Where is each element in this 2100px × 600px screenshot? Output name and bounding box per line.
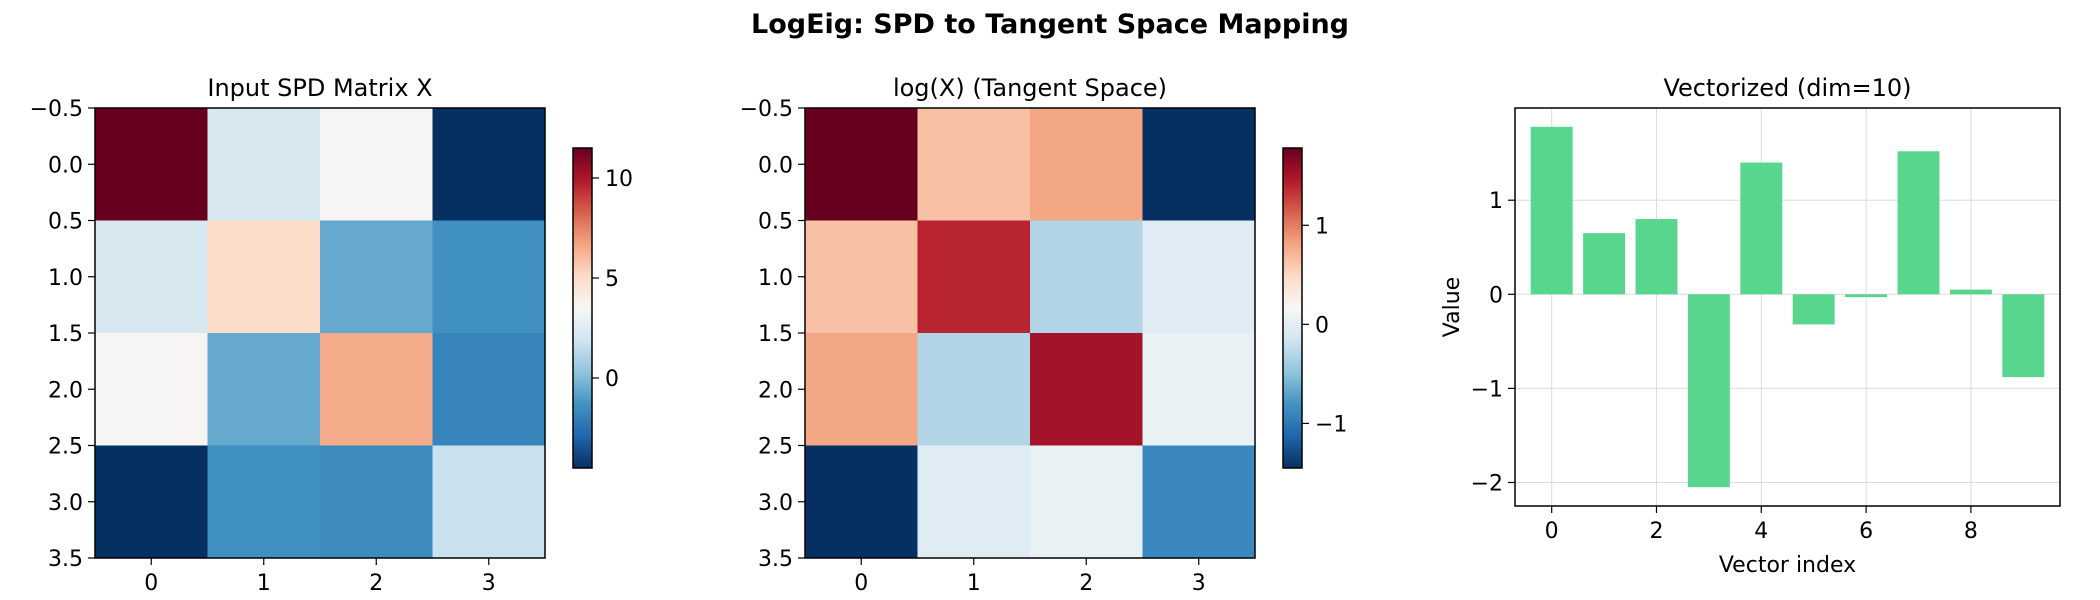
heatmap-cell-r3-c1 [917, 445, 1031, 559]
heatmap-cell-r2-c2 [320, 333, 433, 446]
y-tick-label: 3.0 [48, 491, 83, 516]
y-tick-label: 0.0 [48, 153, 83, 178]
heatmap-cell-r2-c3 [432, 333, 546, 446]
heatmap-cell-r0-c2 [1030, 108, 1143, 221]
colorbar-tick-label: 1 [1315, 214, 1329, 239]
x-tick-label: 0 [854, 571, 868, 596]
y-tick-label: −1 [1471, 377, 1503, 402]
y-tick-label: −0.5 [740, 97, 793, 122]
heatmap-cell-r0-c3 [1142, 108, 1256, 221]
heatmap-cell-r0-c0 [805, 108, 918, 221]
panel-title: log(X) (Tangent Space) [893, 74, 1167, 102]
heatmap-cell-r3-c2 [1030, 445, 1143, 559]
x-tick-label: 3 [482, 571, 496, 596]
colorbar-tick-label: 10 [605, 167, 633, 192]
heatmap-cell-r1-c1 [917, 220, 1031, 334]
y-tick-label: −2 [1471, 471, 1503, 496]
colorbar-tick-label: −1 [1315, 412, 1347, 437]
bar-8 [1949, 289, 1992, 295]
bar-9 [2002, 294, 2045, 378]
y-tick-label: 2.0 [758, 378, 793, 403]
heatmap-cell-r3-c1 [207, 445, 321, 559]
heatmap-cell-r0-c1 [207, 108, 321, 221]
y-tick-label: −0.5 [30, 97, 83, 122]
heatmap-cell-r2-c0 [95, 333, 208, 446]
x-axis-label: Vector index [1719, 553, 1856, 578]
y-tick-label: 1 [1489, 189, 1503, 214]
heatmap-cell-r2-c1 [917, 333, 1031, 446]
heatmap-cell-r1-c3 [432, 220, 546, 334]
heatmap-cell-r2-c3 [1142, 333, 1256, 446]
y-tick-label: 1.0 [48, 266, 83, 291]
heatmap-cell-r3-c0 [805, 445, 918, 559]
y-tick-label: 1.5 [48, 322, 83, 347]
heatmap-panel-2: log(X) (Tangent Space) 0 1 2 3 −0.5 0.0 0.5 1.0 1… [740, 74, 1348, 596]
bar-0 [1530, 126, 1573, 295]
heatmap-cell-r3-c2 [320, 445, 433, 559]
bar-6 [1845, 294, 1888, 298]
heatmap-cell-r1-c2 [320, 220, 433, 334]
y-tick-label: 2.5 [758, 435, 793, 460]
heatmap-cell-r3-c0 [95, 445, 208, 559]
heatmap-cell-r3-c3 [432, 445, 546, 559]
bar-5 [1792, 294, 1835, 325]
colorbar-frame [1282, 147, 1303, 469]
plot-frame [1514, 107, 2061, 507]
colorbar-tick-label: 5 [605, 267, 619, 292]
y-tick-label: 0.5 [48, 210, 83, 235]
colorbar [1283, 148, 1302, 468]
x-tick-label: 1 [967, 571, 981, 596]
bar-4 [1740, 162, 1783, 295]
x-tick-label: 1 [257, 571, 271, 596]
heatmap-panel-1: Input SPD Matrix X 0 1 2 3 −0.5 0.0 0.5 1.0 1.5 2.… [30, 74, 633, 596]
heatmap-cell-r0-c0 [95, 108, 208, 221]
y-tick-label: 2.0 [48, 378, 83, 403]
colorbar-tick-label: 0 [605, 367, 619, 392]
x-tick-label: 0 [144, 571, 158, 596]
panel-title: Input SPD Matrix X [207, 74, 432, 102]
heatmap-cell-r1-c0 [805, 220, 918, 334]
x-tick-label: 2 [369, 571, 383, 596]
x-tick-label: 2 [1649, 519, 1663, 544]
heatmap-cell-r0-c3 [432, 108, 546, 221]
y-tick-label: 3.5 [758, 547, 793, 572]
y-tick-label: 0.5 [758, 210, 793, 235]
heatmap-cell-r1-c3 [1142, 220, 1256, 334]
x-tick-label: 8 [1964, 519, 1978, 544]
colorbar-tick-label: 0 [1315, 313, 1329, 338]
x-tick-label: 6 [1859, 519, 1873, 544]
heatmap-cell-r2-c2 [1030, 333, 1143, 446]
y-axis-label: Value [1440, 277, 1465, 337]
y-tick-label: 3.0 [758, 491, 793, 516]
heatmap-cell-r0-c1 [917, 108, 1031, 221]
x-tick-label: 0 [1545, 519, 1559, 544]
heatmap-cell-r2-c0 [805, 333, 918, 446]
heatmap-cell-r0-c2 [320, 108, 433, 221]
heatmap-cell-r3-c3 [1142, 445, 1256, 559]
y-tick-label: 0.0 [758, 153, 793, 178]
y-tick-label: 0 [1489, 283, 1503, 308]
bar-7 [1897, 151, 1940, 295]
heatmap-cell-r1-c0 [95, 220, 208, 334]
colorbar-frame [572, 147, 593, 469]
x-tick-label: 3 [1192, 571, 1206, 596]
bar-2 [1635, 219, 1678, 295]
colorbar [573, 148, 592, 468]
y-tick-label: 1.0 [758, 266, 793, 291]
figure-title: LogEig: SPD to Tangent Space Mapping [751, 9, 1349, 40]
panel-title: Vectorized (dim=10) [1663, 74, 1911, 102]
y-tick-label: 2.5 [48, 435, 83, 460]
heatmap-cell-r2-c1 [207, 333, 321, 446]
heatmap-cell-r1-c1 [207, 220, 321, 334]
x-tick-label: 2 [1079, 571, 1093, 596]
y-tick-label: 3.5 [48, 547, 83, 572]
heatmap-cell-r1-c2 [1030, 220, 1143, 334]
bar-3 [1687, 294, 1730, 488]
y-tick-label: 1.5 [758, 322, 793, 347]
x-tick-label: 4 [1754, 519, 1768, 544]
bar-1 [1583, 233, 1626, 295]
